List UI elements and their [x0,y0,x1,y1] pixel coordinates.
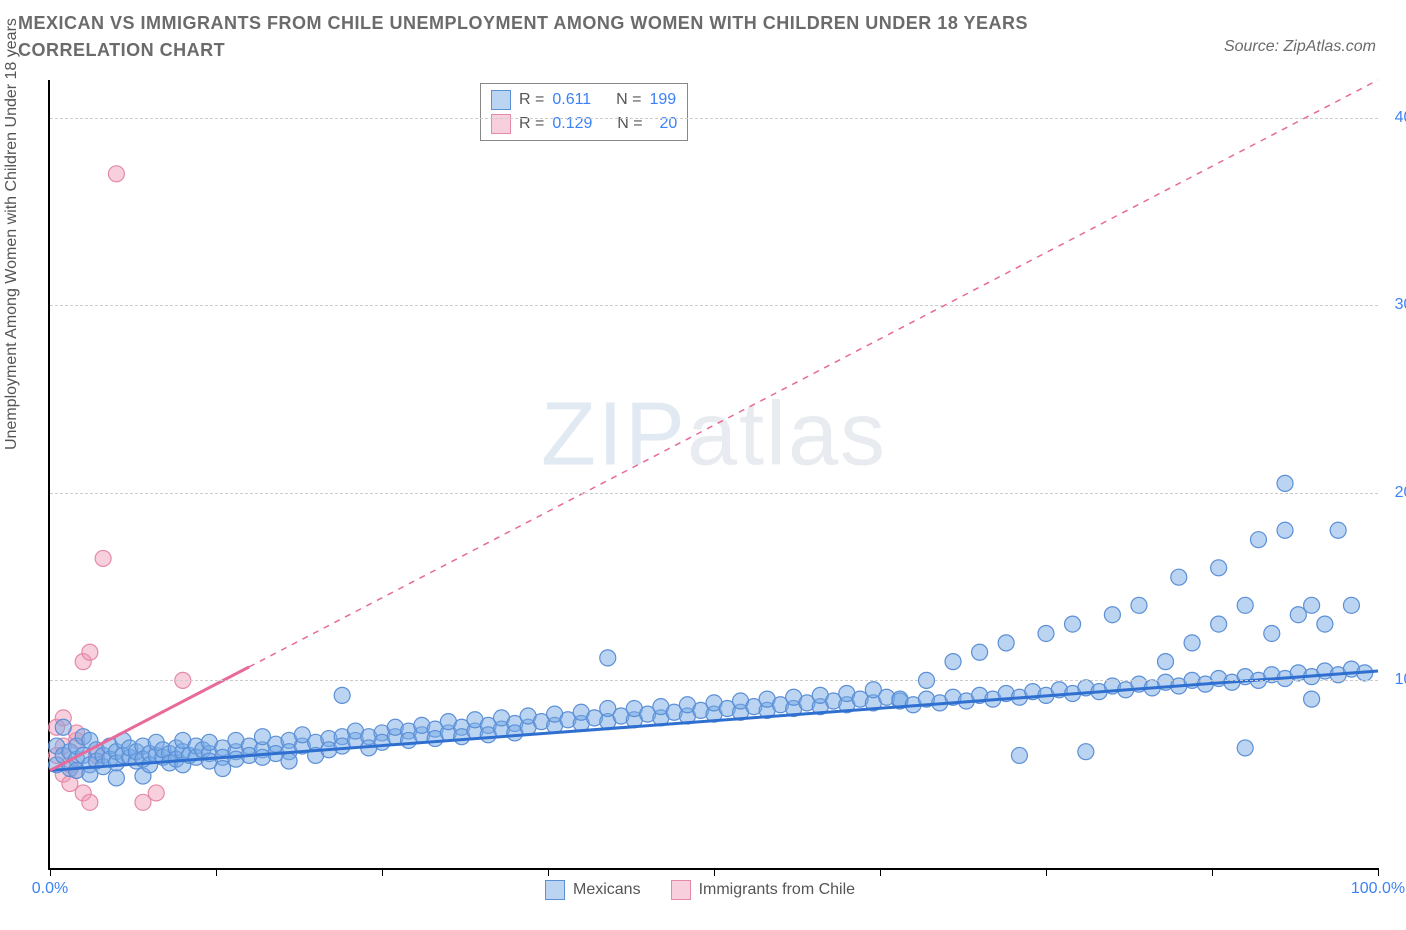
y-tick-label: 20.0% [1395,484,1406,502]
bottom-legend: Mexicans Immigrants from Chile [545,880,855,900]
y-tick-label: 30.0% [1395,296,1406,314]
chart-title: MEXICAN VS IMMIGRANTS FROM CHILE UNEMPLO… [18,10,1118,64]
x-tick-label: 0.0% [32,880,68,898]
plot-area: ZIPatlas R = 0.611 N = 199 R = 0.129 N =… [48,80,1378,870]
legend-swatch-chile [671,880,691,900]
source-attribution: Source: ZipAtlas.com [1224,38,1376,56]
legend-label-chile: Immigrants from Chile [699,881,855,899]
chart-svg [50,80,1378,868]
y-axis-label: Unemployment Among Women with Children U… [3,18,21,450]
legend-label-mexicans: Mexicans [573,881,641,899]
y-tick-label: 10.0% [1395,671,1406,689]
y-tick-label: 40.0% [1395,109,1406,127]
legend-swatch-mexicans [545,880,565,900]
x-tick-label: 100.0% [1351,880,1405,898]
